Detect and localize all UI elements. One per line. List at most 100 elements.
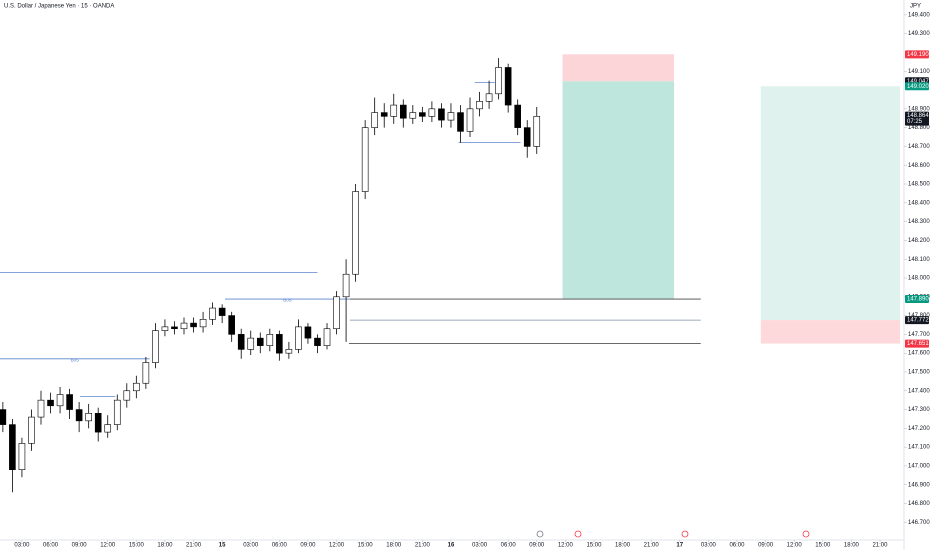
y-tick-label: 149.400 bbox=[908, 12, 930, 18]
x-tick-label: 03:00 bbox=[243, 543, 259, 549]
overlays: BoS BoS bbox=[0, 54, 900, 397]
candle-body bbox=[323, 328, 331, 346]
x-tick-label: 18:00 bbox=[386, 543, 402, 549]
y-tick-label: 148.100 bbox=[908, 257, 930, 263]
x-tick-label: 09:00 bbox=[758, 543, 774, 549]
price-label: 149.047 bbox=[907, 79, 929, 85]
x-tick-label: 15:00 bbox=[815, 543, 831, 549]
candle-body bbox=[142, 362, 150, 384]
y-tick-label: 148.900 bbox=[908, 106, 930, 112]
candle-body bbox=[419, 112, 426, 117]
candle-body bbox=[228, 315, 235, 335]
candle-body bbox=[180, 322, 188, 330]
y-tick-label: 146.700 bbox=[908, 520, 930, 526]
candle-body bbox=[66, 394, 73, 410]
event-icons bbox=[536, 530, 810, 538]
x-tick-label: 06:00 bbox=[729, 543, 745, 549]
x-tick-label: 12:00 bbox=[787, 543, 803, 549]
chart-title: U.S. Dollar / Japanese Yen · 15 · OANDA bbox=[4, 4, 114, 10]
candle-body bbox=[0, 409, 7, 425]
candle-body bbox=[18, 443, 26, 471]
candle-body bbox=[9, 424, 16, 471]
price-label: 147.772 bbox=[907, 318, 929, 324]
y-tick-label: 147.300 bbox=[908, 407, 930, 413]
y-tick-label: 147.500 bbox=[908, 370, 930, 376]
y-tick-label: 148.700 bbox=[908, 144, 930, 150]
y-tick-label: 149.100 bbox=[908, 69, 930, 75]
x-tick-label: 03:00 bbox=[701, 543, 717, 549]
candle-body bbox=[333, 296, 340, 330]
candle-body bbox=[285, 349, 293, 354]
y-tick-label: 147.100 bbox=[908, 445, 930, 451]
candle-body bbox=[457, 112, 464, 132]
candle-body bbox=[533, 116, 541, 147]
candle-body bbox=[152, 330, 159, 363]
candles bbox=[0, 58, 541, 493]
candle-body bbox=[409, 112, 417, 119]
countdown: 07:25 bbox=[907, 119, 923, 125]
candle-body bbox=[56, 394, 64, 407]
candle-body bbox=[266, 334, 274, 346]
x-tick-label: 21:00 bbox=[872, 543, 888, 549]
candle-body bbox=[380, 112, 388, 117]
x-tick-label: 21:00 bbox=[186, 543, 202, 549]
candle-body bbox=[47, 399, 54, 407]
candle-body bbox=[371, 112, 378, 128]
candle-body bbox=[485, 93, 493, 102]
y-tick-label: 148.600 bbox=[908, 163, 930, 169]
candle-body bbox=[37, 399, 45, 418]
candle-body bbox=[94, 413, 102, 433]
price-label: 147.651 bbox=[907, 341, 929, 347]
event-icon[interactable] bbox=[681, 530, 689, 538]
level-label: BoS bbox=[71, 357, 80, 362]
candle-body bbox=[428, 108, 436, 117]
event-icon[interactable] bbox=[574, 530, 582, 538]
price-label-bg bbox=[905, 82, 929, 91]
event-icon[interactable] bbox=[802, 530, 810, 538]
x-tick-label: 18:00 bbox=[157, 543, 173, 549]
candle-body bbox=[199, 319, 207, 328]
candle-body bbox=[361, 127, 369, 192]
candle-body bbox=[295, 326, 302, 350]
price-label-bg bbox=[905, 339, 929, 348]
price-label-bg bbox=[905, 316, 929, 325]
x-tick-label: 18:00 bbox=[615, 543, 631, 549]
currency: JPY bbox=[910, 4, 921, 10]
x-tick-label: 18:00 bbox=[844, 543, 860, 549]
candle-body bbox=[399, 104, 407, 119]
y-tick-label: 148.400 bbox=[908, 200, 930, 206]
candle-body bbox=[171, 326, 178, 330]
event-icon[interactable] bbox=[536, 530, 544, 538]
y-tick-label: 148.300 bbox=[908, 219, 930, 225]
price-label-bg bbox=[905, 50, 929, 59]
y-tick-label: 148.000 bbox=[908, 276, 930, 282]
loss-zone bbox=[562, 54, 675, 82]
candle-body bbox=[466, 108, 474, 132]
candle-body bbox=[523, 127, 531, 147]
x-tick-label: 06:00 bbox=[43, 543, 59, 549]
candle-body bbox=[85, 413, 92, 422]
x-tick-label: 15:00 bbox=[358, 543, 374, 549]
y-tick-label: 147.600 bbox=[908, 351, 930, 357]
axes: 146.700 146.800 146.900 147.000 147.100 147.2… bbox=[14, 12, 930, 548]
x-tick-label: 06:00 bbox=[272, 543, 288, 549]
candle-body bbox=[447, 112, 455, 121]
y-tick-label: 147.200 bbox=[908, 426, 930, 432]
last-price-bg bbox=[905, 111, 929, 126]
price-label: 149.020 bbox=[907, 84, 929, 90]
x-tick-label: 15:00 bbox=[586, 543, 602, 549]
candle-body bbox=[237, 334, 245, 350]
candle-body bbox=[113, 399, 121, 425]
candle-body bbox=[390, 104, 398, 117]
x-tick-label: 09:00 bbox=[529, 543, 545, 549]
x-tick-label: 03:00 bbox=[472, 543, 488, 549]
y-tick-label: 148.200 bbox=[908, 238, 930, 244]
candle-body bbox=[218, 307, 226, 316]
y-tick-label: 146.800 bbox=[908, 501, 930, 507]
x-tick-label: 16 bbox=[448, 543, 455, 549]
y-tick-label: 148.800 bbox=[908, 125, 930, 131]
price-label: 147.890 bbox=[907, 297, 929, 303]
y-tick-label: 147.000 bbox=[908, 464, 930, 470]
